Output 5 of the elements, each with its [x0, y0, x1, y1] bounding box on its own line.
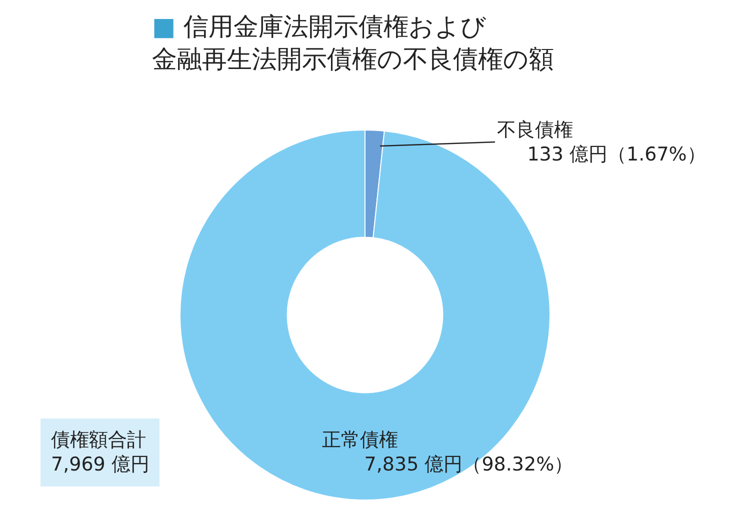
text: 債権額合計 7,969 億円 [51, 429, 150, 476]
slice-label: 正常債権 [322, 429, 398, 451]
chart-title: ■ 信用金庫法開示債権および金融再生法開示債権の不良債権の額 [152, 12, 554, 74]
slice-label: 不良債権 [497, 119, 573, 141]
data-label: 133 億円（1.67%） [497, 144, 706, 166]
